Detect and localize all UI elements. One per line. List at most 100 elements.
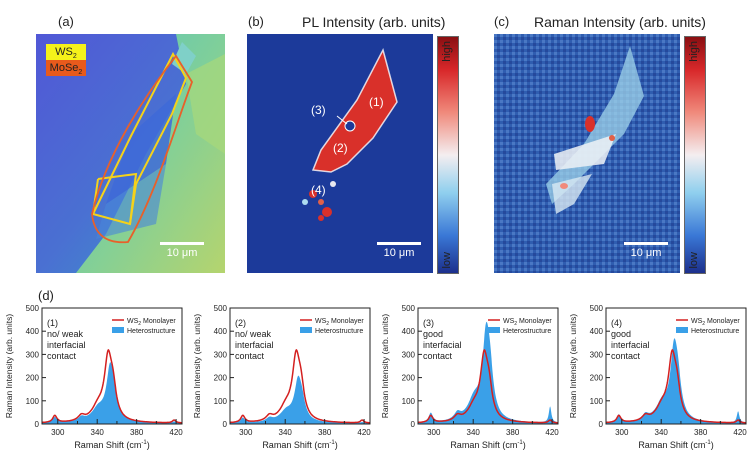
x-tick-label: 300 <box>51 428 65 437</box>
ws2-monolayer-line <box>418 349 558 424</box>
y-tick-label: 400 <box>214 327 228 336</box>
legend-heterostructure: Heterostructure <box>127 328 175 335</box>
x-tick-label: 420 <box>545 428 559 437</box>
condition-annotation: (4) <box>611 318 622 328</box>
legend-heterostructure: Heterostructure <box>691 328 739 335</box>
optical-micrograph: WS2 MoSe2 10 μm <box>36 34 225 273</box>
y-tick-label: 400 <box>26 327 40 336</box>
plot-frame <box>41 307 183 425</box>
spectrum-chart-3: 300 340 380 420 0 100 200 300 400 500 Raman Shift … <box>380 304 559 450</box>
y-tick-label: 500 <box>214 304 228 313</box>
panel-b-title: PL Intensity (arb. units) <box>302 14 446 30</box>
y-axis-label: Raman Intensity (arb. units) <box>192 314 202 419</box>
y-tick-label: 0 <box>223 420 228 429</box>
condition-annotation: contact <box>47 351 77 361</box>
x-tick-label: 420 <box>357 428 371 437</box>
x-axis-label: Raman Shift (cm-1) <box>638 440 713 450</box>
x-tick-label: 340 <box>467 428 481 437</box>
colorbar-c-low: low <box>688 252 700 269</box>
x-tick-label: 300 <box>239 428 253 437</box>
y-tick-label: 100 <box>214 397 228 406</box>
condition-annotation: no/ weak <box>47 329 84 339</box>
y-axis-label: Raman Intensity (arb. units) <box>380 314 390 419</box>
y-tick-label: 300 <box>402 350 416 359</box>
plot-frame <box>229 307 371 425</box>
pl-map: (1) (2) (3) (4) 10 μm <box>247 34 433 273</box>
y-tick-label: 0 <box>411 420 416 429</box>
colorbar-b-high: high <box>441 41 453 62</box>
condition-annotation: good <box>423 329 443 339</box>
panel-d-label: (d) <box>38 288 54 303</box>
y-tick-label: 500 <box>590 304 604 313</box>
legend-ws2: WS2 <box>46 44 86 60</box>
x-tick-label: 340 <box>91 428 105 437</box>
scalebar-a: 10 μm <box>160 242 204 259</box>
condition-annotation: interfacial <box>611 340 650 350</box>
region-1-label: (1) <box>369 95 384 109</box>
panel-a-label: (a) <box>58 14 74 29</box>
raman-map-image <box>494 34 680 273</box>
x-tick-label: 380 <box>318 428 332 437</box>
panel-b-label: (b) <box>248 14 264 29</box>
y-tick-label: 100 <box>26 397 40 406</box>
y-tick-label: 200 <box>402 374 416 383</box>
y-tick-label: 0 <box>35 420 40 429</box>
heterostructure-area <box>606 338 746 424</box>
pl-map-image: (1) (2) (3) (4) <box>247 34 433 273</box>
y-axis-label: Raman Intensity (arb. units) <box>568 314 578 419</box>
panel-c-title: Raman Intensity (arb. units) <box>534 14 706 30</box>
y-tick-label: 300 <box>26 350 40 359</box>
condition-annotation: no/ weak <box>235 329 272 339</box>
heterostructure-area <box>230 375 370 424</box>
y-tick-label: 100 <box>590 397 604 406</box>
region-3-label: (3) <box>311 103 326 117</box>
spectrum-chart-2: 300 340 380 420 0 100 200 300 400 500 Raman Shift … <box>192 304 371 450</box>
x-tick-label: 380 <box>694 428 708 437</box>
x-tick-label: 380 <box>130 428 144 437</box>
spectrum-chart-1: 300 340 380 420 0 100 200 300 400 500 Raman Shift … <box>4 304 183 450</box>
plot-frame <box>417 307 559 425</box>
colorbar-c-high: high <box>688 41 700 62</box>
condition-annotation: (2) <box>235 318 246 328</box>
spectra-row: 300 340 380 420 0 100 200 300 400 500 Raman Shift … <box>0 300 753 460</box>
x-tick-label: 380 <box>506 428 520 437</box>
y-tick-label: 500 <box>402 304 416 313</box>
ws2-monolayer-line <box>230 349 370 424</box>
x-axis-label: Raman Shift (cm-1) <box>262 440 337 450</box>
y-tick-label: 200 <box>214 374 228 383</box>
region-2-label: (2) <box>333 141 348 155</box>
legend-heterostructure: Heterostructure <box>315 328 363 335</box>
condition-annotation: (3) <box>423 318 434 328</box>
ws2-monolayer-line <box>606 349 746 424</box>
condition-annotation: good <box>611 329 631 339</box>
legend-monolayer: WS2 Monolayer <box>127 318 176 327</box>
legend-mose2: MoSe2 <box>46 60 86 76</box>
optical-micrograph-image <box>36 34 225 273</box>
x-axis-label: Raman Shift (cm-1) <box>74 440 149 450</box>
x-tick-label: 340 <box>655 428 669 437</box>
condition-annotation: interfacial <box>235 340 274 350</box>
x-tick-label: 420 <box>169 428 183 437</box>
x-tick-label: 420 <box>733 428 747 437</box>
condition-annotation: contact <box>423 351 453 361</box>
colorbar-c: high low <box>684 36 706 274</box>
condition-annotation: contact <box>611 351 641 361</box>
condition-annotation: interfacial <box>47 340 86 350</box>
legend-monolayer: WS2 Monolayer <box>503 318 552 327</box>
x-axis-label: Raman Shift (cm-1) <box>450 440 525 450</box>
y-tick-label: 500 <box>26 304 40 313</box>
colorbar-b-low: low <box>441 252 453 269</box>
condition-annotation: interfacial <box>423 340 462 350</box>
y-axis-label: Raman Intensity (arb. units) <box>4 314 14 419</box>
y-tick-label: 400 <box>402 327 416 336</box>
colorbar-b: high low <box>437 36 459 274</box>
ws2-monolayer-line <box>42 349 182 424</box>
x-tick-label: 340 <box>279 428 293 437</box>
y-tick-label: 400 <box>590 327 604 336</box>
heterostructure-area <box>418 321 558 424</box>
y-tick-label: 300 <box>590 350 604 359</box>
raman-map: 10 μm <box>494 34 680 273</box>
x-tick-label: 300 <box>615 428 629 437</box>
spectrum-chart-4: 300 340 380 420 0 100 200 300 400 500 Raman Shift … <box>568 304 747 450</box>
y-tick-label: 200 <box>26 374 40 383</box>
